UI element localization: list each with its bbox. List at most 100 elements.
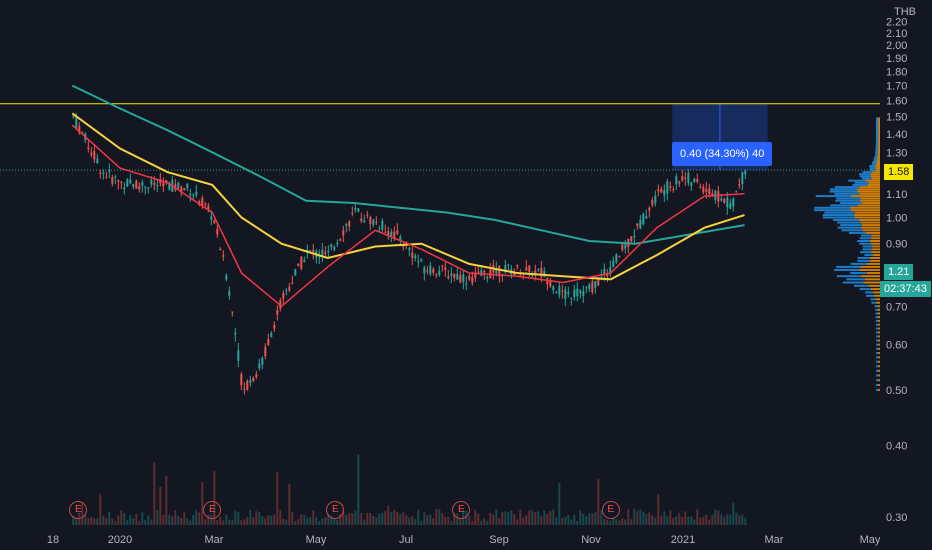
earnings-marker[interactable]: E [69, 501, 88, 519]
volume-profile-bar [877, 312, 880, 315]
candle-body [195, 191, 198, 195]
volume-bar [447, 516, 450, 525]
candle-body [558, 286, 561, 295]
volume-bar [354, 510, 357, 525]
volume-bar [660, 515, 663, 525]
candle-body [690, 182, 693, 186]
candle-body [672, 188, 675, 190]
measure-label: 0.40 (34.30%) 40 [672, 142, 773, 166]
candle-body [180, 186, 183, 193]
candle-body [378, 228, 381, 230]
y-tick-label: 0.30 [886, 512, 907, 524]
earnings-marker[interactable]: E [203, 501, 222, 519]
candle-body [426, 270, 429, 272]
volume-bar [399, 514, 402, 525]
volume-profile-bar [878, 316, 880, 319]
volume-bar [330, 515, 333, 525]
x-tick-label: Jul [399, 534, 413, 546]
volume-bar [735, 512, 738, 525]
y-tick-label: 0.40 [886, 440, 907, 452]
volume-profile-bar [876, 163, 880, 166]
volume-profile-bar [841, 229, 863, 232]
candle-body [261, 358, 264, 365]
volume-bar [129, 515, 132, 525]
volume-bar [222, 520, 225, 525]
candle-body [402, 245, 405, 247]
volume-bar [150, 519, 153, 525]
candle-body [579, 290, 582, 294]
volume-bar [183, 512, 186, 525]
candle-body [282, 293, 285, 299]
volume-profile-bar [878, 136, 880, 139]
volume-profile-bar [873, 159, 878, 162]
volume-bar [555, 517, 558, 525]
earnings-marker[interactable]: E [601, 501, 620, 519]
volume-bar [453, 513, 456, 525]
volume-profile-bar [875, 151, 878, 154]
volume-bar [717, 510, 720, 525]
candle-body [132, 184, 135, 187]
volume-profile-bar [878, 134, 880, 137]
candle-body [732, 198, 735, 207]
volume-bar [738, 515, 741, 525]
volume-bar [258, 512, 261, 525]
candle-body [249, 379, 252, 383]
volume-profile-bar [857, 204, 880, 207]
volume-bar [318, 520, 321, 525]
x-tick-label: Mar [765, 534, 784, 546]
candle-body [240, 374, 243, 386]
y-tick-label: 2.10 [886, 28, 907, 40]
volume-profile-bar [875, 327, 879, 330]
candle-body [576, 288, 579, 297]
candle-body [612, 261, 615, 267]
volume-profile-bar [876, 374, 879, 377]
volume-profile-bar [859, 242, 871, 245]
candle-body [630, 236, 633, 242]
candle-body [564, 289, 567, 299]
volume-profile-bar [878, 360, 880, 363]
volume-profile-bar [872, 161, 877, 164]
volume-profile-bar [878, 122, 880, 125]
candle-body [681, 176, 684, 181]
volume-bar [384, 511, 387, 525]
volume-profile-bar [859, 175, 871, 178]
volume-bar [726, 514, 729, 525]
volume-profile-bar [850, 262, 867, 265]
candle-body [156, 184, 159, 187]
volume-bar [405, 514, 408, 525]
y-tick-label: 1.80 [886, 66, 907, 78]
candle-body [417, 261, 420, 263]
volume-bar [420, 520, 423, 525]
x-tick-label: 2020 [108, 534, 132, 546]
candle-body [654, 195, 657, 204]
candle-body [423, 267, 426, 274]
volume-bar [93, 518, 96, 525]
volume-bar [624, 519, 627, 525]
candle-body [537, 269, 540, 271]
volume-profile-bar [859, 268, 880, 271]
volume-profile-bar [876, 301, 880, 304]
volume-profile-bar [878, 384, 880, 387]
volume-bar [156, 510, 159, 525]
volume-bar [669, 510, 672, 525]
volume-profile-bar [859, 237, 871, 240]
volume-profile-bar [862, 224, 880, 227]
candle-body [738, 184, 741, 186]
volume-profile-bar [875, 140, 879, 143]
earnings-marker[interactable]: E [326, 501, 345, 519]
last-price-tag: 1.21 [884, 264, 914, 280]
earnings-marker[interactable]: E [452, 501, 471, 519]
volume-bar [396, 511, 399, 525]
candle-body [705, 188, 708, 192]
candle-body [465, 283, 468, 285]
volume-bar [114, 520, 117, 525]
candle-body [141, 181, 144, 186]
candle-body [288, 286, 291, 291]
volume-bar [444, 516, 447, 525]
volume-profile-bar [878, 141, 880, 144]
candle-body [222, 254, 225, 257]
volume-bar [633, 509, 636, 525]
volume-profile-bar [878, 352, 880, 355]
volume-bar [630, 519, 633, 525]
